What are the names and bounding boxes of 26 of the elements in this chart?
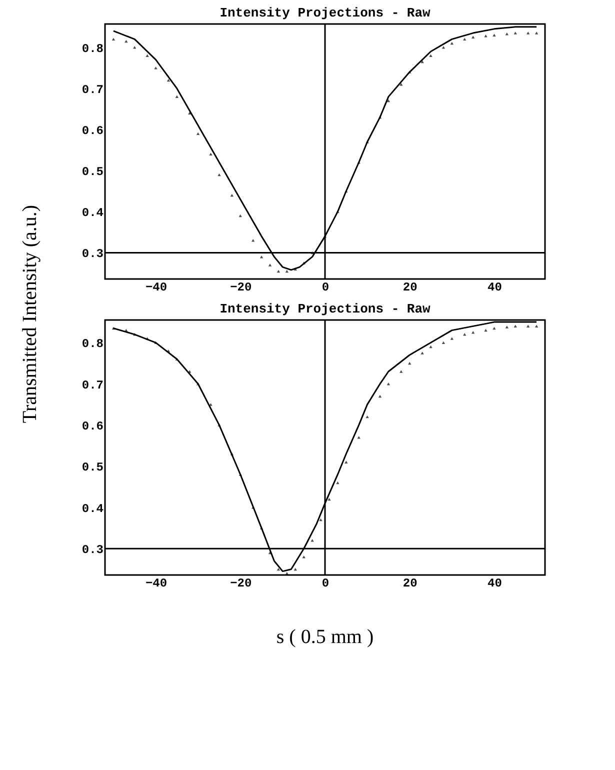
- y-tick-label: 0.3: [82, 247, 104, 262]
- y-tick-label: 0.6: [82, 124, 104, 138]
- x-tick-label: 0: [322, 576, 330, 590]
- x-tick-label: −40: [145, 576, 168, 590]
- x-tick-label: 20: [402, 576, 418, 590]
- x-axis-title: s ( 0.5 mm ): [276, 626, 374, 648]
- y-tick-label: 0.4: [82, 502, 104, 516]
- x-tick-label: −40: [145, 280, 168, 294]
- x-tick-label: −20: [230, 576, 252, 590]
- y-tick-label: 0.8: [82, 337, 104, 352]
- y-tick-label: 0.7: [82, 82, 104, 97]
- chart-title: Intensity Projections - Raw: [220, 301, 431, 316]
- y-tick-label: 0.4: [82, 206, 104, 220]
- y-tick-label: 0.5: [82, 460, 104, 475]
- y-axis-title: Transmitted Intensity (a.u.): [19, 204, 41, 424]
- chart-title: Intensity Projections - Raw: [220, 5, 431, 20]
- x-tick-label: 0: [322, 280, 330, 294]
- x-tick-label: 20: [402, 280, 418, 294]
- x-tick-label: −20: [230, 280, 252, 294]
- y-tick-label: 0.6: [82, 420, 104, 434]
- y-tick-label: 0.5: [82, 165, 104, 180]
- y-tick-label: 0.8: [82, 42, 104, 56]
- y-tick-label: 0.7: [82, 378, 104, 392]
- x-tick-label: 40: [488, 280, 502, 294]
- y-tick-label: 0.3: [82, 543, 104, 558]
- x-tick-label: 40: [488, 576, 502, 590]
